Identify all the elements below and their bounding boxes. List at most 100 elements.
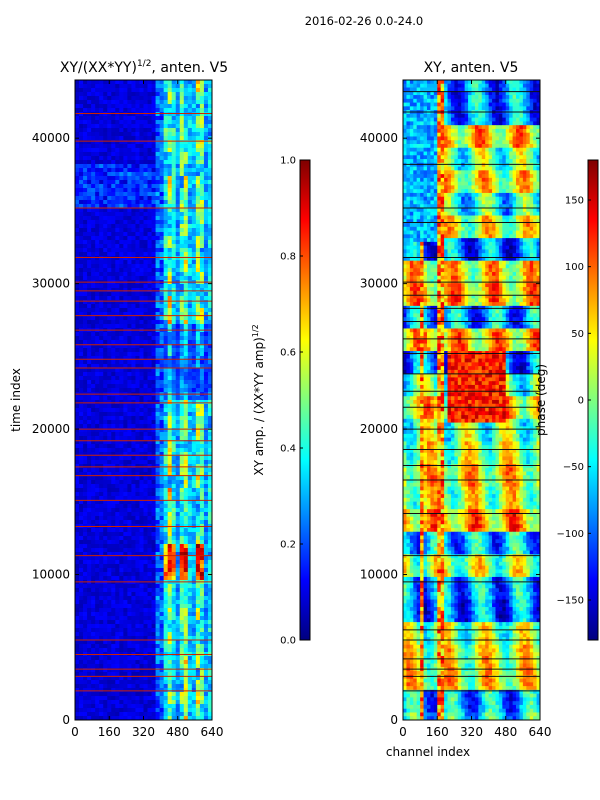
amplitude-cell <box>107 96 112 101</box>
amplitude-cell <box>95 552 100 557</box>
amplitude-cell <box>195 544 201 549</box>
amplitude-cell <box>159 620 165 625</box>
amplitude-cell <box>111 388 116 393</box>
amplitude-cell <box>207 324 212 329</box>
amplitude-cell <box>127 388 132 393</box>
amplitude-cell <box>91 260 96 265</box>
amplitude-cell <box>203 260 209 265</box>
amplitude-cell <box>95 220 100 225</box>
amplitude-cell <box>115 360 120 365</box>
amplitude-cell <box>79 528 84 533</box>
amplitude-cell <box>155 196 161 201</box>
amplitude-cell <box>179 596 185 601</box>
amplitude-cell <box>87 164 92 169</box>
amplitude-cell <box>103 468 108 473</box>
amplitude-cell <box>159 568 165 573</box>
amplitude-cell <box>83 588 88 593</box>
amplitude-cell <box>151 168 156 173</box>
amplitude-cell <box>107 504 112 509</box>
amplitude-cell <box>203 112 209 117</box>
amplitude-cell <box>143 500 148 505</box>
amplitude-cell <box>95 164 100 169</box>
amplitude-cell <box>163 396 169 401</box>
amplitude-cell <box>91 536 96 541</box>
amplitude-cell <box>119 336 124 341</box>
amplitude-cell <box>159 400 165 405</box>
amplitude-cell <box>115 320 120 325</box>
amplitude-cell <box>127 164 132 169</box>
amplitude-cell <box>99 272 104 277</box>
amplitude-cell <box>127 104 132 109</box>
amplitude-cell <box>99 324 104 329</box>
amplitude-cell <box>155 532 161 537</box>
amplitude-cell <box>95 232 100 237</box>
amplitude-cell <box>123 628 128 633</box>
amplitude-cell <box>151 120 156 125</box>
amplitude-cell <box>135 648 140 653</box>
amplitude-cell <box>91 448 96 453</box>
amplitude-cell <box>187 568 193 573</box>
amplitude-cell <box>139 440 144 445</box>
amplitude-cell <box>83 620 88 625</box>
amplitude-cell <box>199 656 205 661</box>
amplitude-cell <box>107 88 112 93</box>
amplitude-cell <box>135 116 140 121</box>
amplitude-cell <box>151 124 156 129</box>
amplitude-cell <box>167 376 173 381</box>
amplitude-cell <box>99 440 104 445</box>
amplitude-cell <box>123 176 128 181</box>
amplitude-cell <box>187 132 193 137</box>
amplitude-cell <box>79 356 84 361</box>
amplitude-cell <box>175 308 181 313</box>
amplitude-cell <box>155 132 161 137</box>
amplitude-cell <box>167 584 173 589</box>
amplitude-cell <box>151 408 156 413</box>
amplitude-cell <box>135 140 140 145</box>
amplitude-cell <box>167 368 173 373</box>
amplitude-cell <box>139 540 144 545</box>
amplitude-cell <box>103 604 108 609</box>
amplitude-cell <box>199 468 205 473</box>
amplitude-cell <box>203 624 209 629</box>
amplitude-cell <box>131 496 136 501</box>
amplitude-cell <box>83 560 88 565</box>
amplitude-cell <box>151 456 156 461</box>
amplitude-cell <box>175 136 181 141</box>
amplitude-cell <box>159 600 165 605</box>
amplitude-cell <box>99 316 104 321</box>
amplitude-cell <box>87 128 92 133</box>
amplitude-cell <box>143 552 148 557</box>
amplitude-cell <box>187 592 193 597</box>
amplitude-cell <box>91 628 96 633</box>
amplitude-cell <box>111 496 116 501</box>
amplitude-cell <box>187 472 193 477</box>
amplitude-cell <box>143 208 148 213</box>
amplitude-cell <box>175 272 181 277</box>
amplitude-cell <box>131 180 136 185</box>
amplitude-cell <box>159 476 165 481</box>
amplitude-cell <box>151 192 156 197</box>
amplitude-cell <box>123 636 128 641</box>
amplitude-cell <box>199 528 205 533</box>
amplitude-cell <box>123 232 128 237</box>
amplitude-cell <box>139 396 144 401</box>
amplitude-cell <box>163 144 169 149</box>
amplitude-cell <box>203 596 209 601</box>
amplitude-cell <box>179 88 185 93</box>
amplitude-cell <box>191 588 197 593</box>
amplitude-cell <box>75 548 80 553</box>
amplitude-cell <box>127 232 132 237</box>
amplitude-cell <box>131 228 136 233</box>
amplitude-cell <box>111 276 116 281</box>
amplitude-cell <box>155 596 161 601</box>
amplitude-cell <box>123 248 128 253</box>
amplitude-cell <box>83 292 88 297</box>
amplitude-cell <box>115 396 120 401</box>
amplitude-cell <box>179 368 185 373</box>
amplitude-cell <box>207 384 212 389</box>
amplitude-cell <box>143 508 148 513</box>
amplitude-cell <box>91 596 96 601</box>
amplitude-cell <box>199 80 205 85</box>
amplitude-cell <box>175 252 181 257</box>
amplitude-cell <box>175 648 181 653</box>
